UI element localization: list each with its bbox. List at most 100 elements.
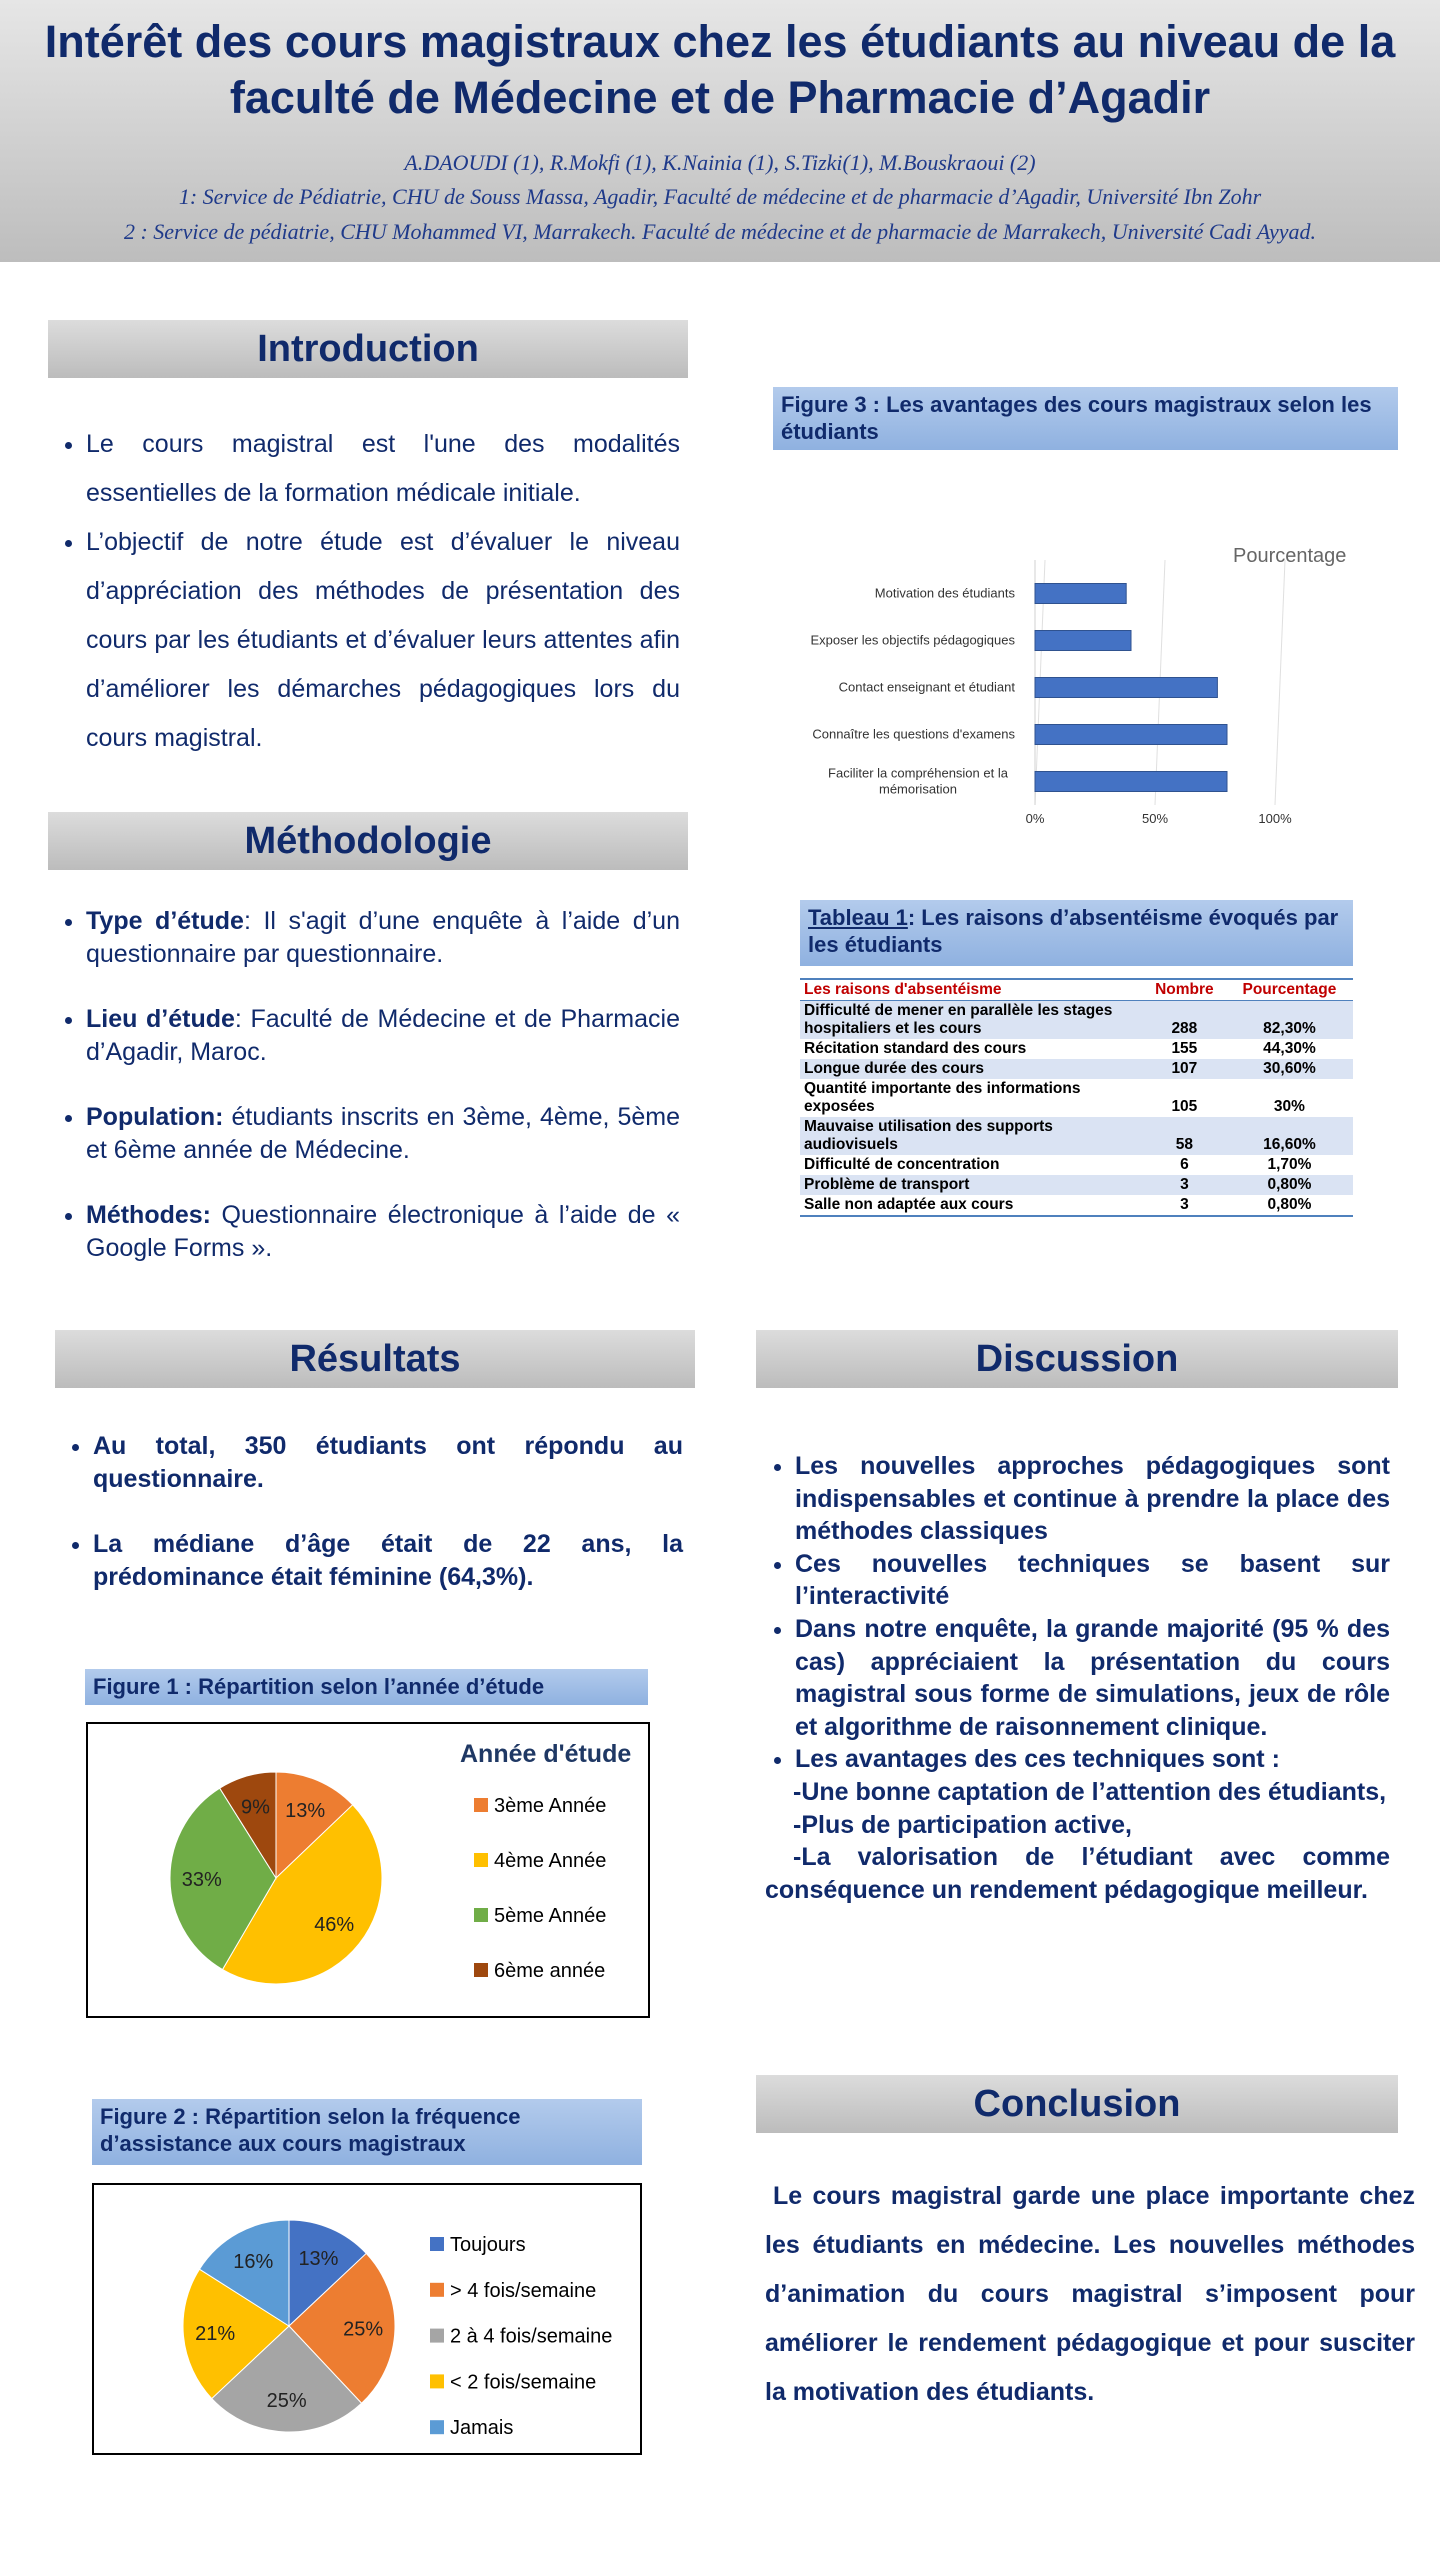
results-text: Au total, 350 étudiants ont répondu au q… <box>55 1430 683 1626</box>
legend-swatch <box>430 2237 444 2251</box>
legend-label: 6ème année <box>494 1960 605 1982</box>
legend-swatch <box>474 1853 488 1867</box>
pie-slice <box>219 1771 277 1880</box>
table-cell: 44,30% <box>1263 1040 1316 1057</box>
column-header: Nombre <box>1142 978 1226 1001</box>
table-cell: Mauvaise utilisation des supports audiov… <box>800 1117 1143 1155</box>
bullet: Ces nouvelles techniques se basent sur l… <box>795 1548 1390 1613</box>
table-row: Salle non adaptée aux cours 3 0,80% <box>800 1195 1353 1216</box>
data-label: 13% <box>298 2248 338 2270</box>
authors: A.DAOUDI (1), R.Mokfi (1), K.Nainia (1),… <box>404 150 1036 175</box>
x-tick-label: 100% <box>1258 811 1292 826</box>
legend-label: > 4 fois/semaine <box>450 2280 596 2302</box>
legend-swatch <box>430 2374 444 2389</box>
table-cell: 82,30% <box>1225 1000 1353 1039</box>
table-row: Problème de transport 3 0,80% <box>800 1175 1353 1195</box>
figure-caption: Figure 2 : Répartition selon la fréquenc… <box>92 2099 642 2165</box>
table-row: Difficulté de concentration 6 1,70% <box>800 1155 1353 1175</box>
table-row: Mauvaise utilisation des supports audiov… <box>800 1117 1353 1155</box>
legend-label: 3ème Année <box>494 1795 606 1817</box>
header-row: Les raisons d'absentéisme Nombre Pourcenta… <box>800 978 1353 1001</box>
table-cell: 30,60% <box>1225 1059 1353 1079</box>
bar <box>1034 630 1132 651</box>
x-tick-label: 50% <box>1142 811 1168 826</box>
pie-slice <box>288 2252 396 2404</box>
legend-swatch <box>430 2328 444 2343</box>
data-label: 13% <box>285 1800 325 1822</box>
table-row: Quantité importante des informations exp… <box>800 1079 1353 1117</box>
section-heading: Discussion <box>756 1330 1398 1388</box>
affiliation: 1: Service de Pédiatrie, CHU de Souss Ma… <box>178 184 1262 209</box>
legend-label: 4ème Année <box>494 1850 606 1872</box>
bar <box>1034 724 1228 745</box>
bullet-list: Au total, 350 étudiants ont répondu au q… <box>55 1430 683 1594</box>
legend-swatch <box>474 1908 488 1922</box>
bullet: La médiane d’âge était de 22 ans, la pré… <box>93 1528 683 1594</box>
table-row: Longue durée des cours 107 30,60% <box>800 1059 1353 1079</box>
table-cell: Difficulté de concentration <box>804 1156 1000 1173</box>
table-cell: 16,60% <box>1225 1117 1353 1155</box>
data-label: 9% <box>241 1797 270 1819</box>
bullet-text: : Il s'agit d’une enquête à l’aide d’un … <box>86 907 680 968</box>
pie-slice <box>182 2268 290 2400</box>
table-cell: 6 <box>1180 1156 1189 1173</box>
y-tick-label: Exposer les objectifs pédagogiques <box>810 633 1015 648</box>
discussion-text: Les nouvelles approches pédagogiques son… <box>765 1450 1390 1906</box>
bar <box>1034 677 1218 698</box>
pie-slice <box>288 2219 367 2328</box>
methodology-text: Type d’étude: Il s'agit d’une enquête à … <box>48 905 680 1297</box>
data-label: 21% <box>195 2323 235 2345</box>
table-cell: 58 <box>1142 1117 1226 1155</box>
bullet-list: Les nouvelles approches pédagogiques son… <box>765 1450 1390 1776</box>
bullet: Les avantages des ces techniques sont : <box>795 1743 1390 1776</box>
figure-caption: Figure 1 : Répartition selon l’année d’é… <box>85 1669 648 1705</box>
column-header: Les raisons d'absentéisme <box>800 978 1143 1001</box>
bullet-label: Méthodes: <box>86 1201 211 1229</box>
y-tick-label: Contact enseignant et étudiant <box>839 680 1016 695</box>
pie-chart: 13% 46% 33% 9% Année d'étude 3ème Année 4ème A… <box>86 1722 650 2018</box>
conclusion-text: Le cours magistral garde une place impor… <box>765 2182 1415 2406</box>
table-cell: Récitation standard des cours <box>804 1040 1027 1057</box>
column-header: Pourcentage <box>1225 978 1353 1001</box>
bullet: Méthodes: Questionnaire électronique à l… <box>86 1199 680 1265</box>
table-cell: Problème de transport <box>800 1175 1143 1195</box>
bullet: Au total, 350 étudiants ont répondu au q… <box>93 1430 683 1496</box>
bullet-list: Type d’étude: Il s'agit d’une enquête à … <box>48 905 680 1265</box>
table-cell: 30% <box>1273 1098 1305 1115</box>
pie-chart: 13% 25% 25% 21% 16% Toujours > 4 fois/semaine 2… <box>92 2183 642 2455</box>
bullet: Le cours magistral est l'une des modalit… <box>86 420 680 518</box>
bullet: Les nouvelles approches pédagogiques son… <box>795 1450 1390 1548</box>
introduction-text: Le cours magistral est l'une des modalit… <box>48 420 680 763</box>
section-heading: Conclusion <box>756 2075 1398 2133</box>
legend-label: Pourcentage <box>1233 545 1346 567</box>
x-tick-label: 0% <box>1026 811 1045 826</box>
table-cell: 0,80% <box>1267 1196 1312 1213</box>
table-cell: Salle non adaptée aux cours <box>804 1196 1014 1213</box>
data-label: 16% <box>233 2251 273 2273</box>
table-cell: 1,70% <box>1267 1156 1312 1173</box>
data-label: 33% <box>182 1869 222 1891</box>
legend-swatch <box>474 1963 488 1977</box>
legend-label: < 2 fois/semaine <box>450 2371 596 2393</box>
bullet: Type d’étude: Il s'agit d’une enquête à … <box>86 905 680 971</box>
data-label: 46% <box>314 1914 354 1936</box>
sub-item: -La valorisation de l’étudiant avec comm… <box>765 1843 1390 1904</box>
section-heading: Introduction <box>48 320 688 378</box>
legend-label: 2 à 4 fois/semaine <box>450 2326 612 2348</box>
table-cell: Quantité importante des informations exp… <box>804 1080 1081 1115</box>
pie-slice <box>169 1787 277 1971</box>
bullet: Population: étudiants inscrits en 3ème, … <box>86 1101 680 1167</box>
y-tick-label: Faciliter la compréhension et la mémorisa… <box>828 766 1009 797</box>
table-cell: 105 <box>1171 1098 1198 1115</box>
legend-swatch <box>430 2282 444 2297</box>
table-cell: Longue durée des cours <box>800 1059 1143 1079</box>
table-row: Récitation standard des cours 155 44,30% <box>800 1039 1353 1059</box>
section-heading: Résultats <box>55 1330 695 1388</box>
table-cell: 3 <box>1180 1196 1189 1213</box>
bullet: Dans notre enquête, la grande majorité (… <box>795 1613 1390 1743</box>
legend-label: Toujours <box>450 2234 526 2256</box>
bullet-label: Type d’étude <box>86 907 244 935</box>
affiliation: 2 : Service de pédiatrie, CHU Mohammed V… <box>123 219 1317 244</box>
legend-label: 5ème Année <box>494 1905 606 1927</box>
